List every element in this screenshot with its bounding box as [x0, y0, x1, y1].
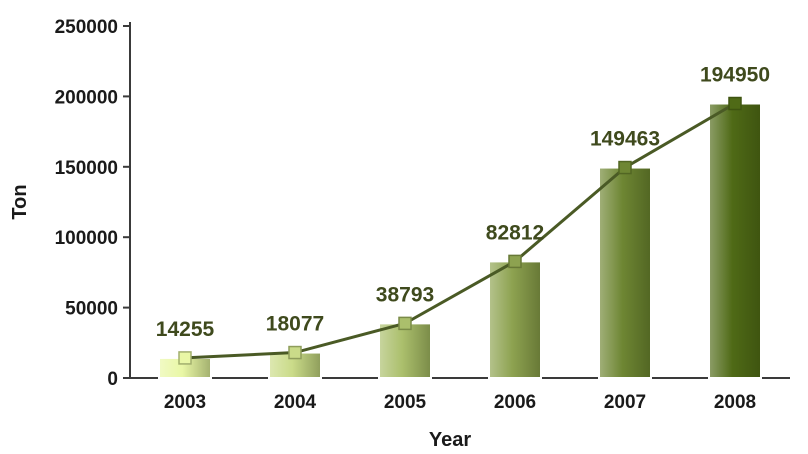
bar-2007: [598, 166, 652, 379]
data-label: 14255: [156, 318, 215, 341]
data-label: 82812: [486, 221, 544, 244]
x-tick-label: 2003: [164, 392, 206, 413]
data-labels: 14255 18077 38793 82812 149463 194950: [156, 64, 770, 341]
y-tick-label: 50000: [65, 299, 118, 320]
data-label: 194950: [700, 64, 770, 87]
line-marker: [398, 316, 412, 331]
y-tick-label: 200000: [55, 87, 118, 108]
data-label: 38793: [376, 283, 434, 306]
line-marker: [178, 351, 192, 365]
line-marker: [618, 160, 632, 175]
y-tick-label: 100000: [55, 228, 118, 249]
data-label: 18077: [266, 313, 324, 336]
y-tick-label: 0: [107, 369, 118, 390]
x-tick-label: 2006: [494, 392, 536, 413]
bars: [158, 102, 762, 379]
line-marker: [728, 96, 742, 111]
y-axis-title: Ton: [9, 184, 31, 219]
line-marker: [288, 345, 302, 360]
data-label: 149463: [590, 128, 660, 151]
x-tick-label: 2007: [604, 392, 646, 413]
x-axis-title: Year: [429, 429, 471, 451]
y-ticks: 0 50000 100000 150000 200000 250000: [55, 17, 130, 390]
bar-2008: [708, 102, 762, 379]
x-tick-label: 2005: [384, 392, 427, 413]
y-tick-label: 250000: [55, 17, 118, 38]
trend-line: [184, 102, 736, 360]
x-ticks: 2003 2004 2005 2006 2007 2008: [164, 392, 756, 413]
x-tick-label: 2008: [714, 392, 756, 413]
line-markers: [178, 96, 742, 365]
y-tick-label: 150000: [55, 158, 118, 179]
line-marker: [508, 254, 522, 269]
bar-2005: [378, 322, 432, 379]
x-tick-label: 2004: [274, 392, 317, 413]
bar-2006: [488, 260, 542, 379]
